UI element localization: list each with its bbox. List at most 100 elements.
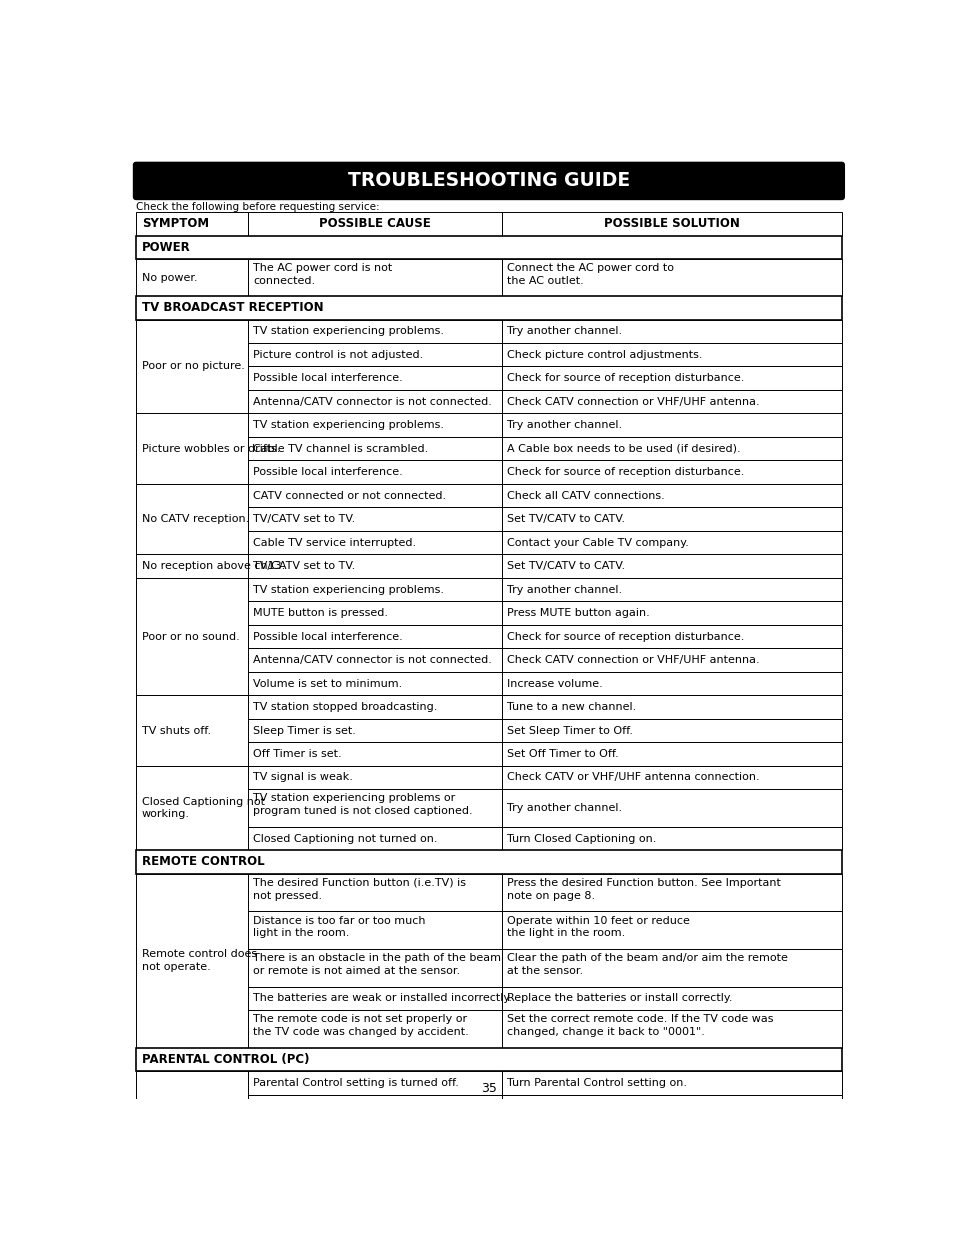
Bar [501, 625, 841, 648]
Bar [501, 648, 841, 672]
Text: TV/CATV set to TV.: TV/CATV set to TV. [253, 561, 355, 571]
Bar [501, 1132, 841, 1156]
Bar [248, 672, 501, 695]
Text: Antenna/CATV connector is not connected.: Antenna/CATV connector is not connected. [253, 655, 492, 666]
Text: TV signal is weak.: TV signal is weak. [253, 772, 353, 783]
Text: A Cable box needs to be used (if desired).: A Cable box needs to be used (if desired… [506, 443, 740, 453]
Bar [501, 531, 841, 555]
Text: Poor or no picture.: Poor or no picture. [142, 362, 244, 372]
Text: MUTE button is pressed.: MUTE button is pressed. [253, 608, 388, 618]
Bar [248, 508, 501, 531]
Bar [501, 1010, 841, 1049]
Text: Press the desired Function button. See Important
note on page 8.: Press the desired Function button. See I… [506, 878, 781, 900]
Bar [248, 987, 501, 1010]
Text: Set Off Timer to Off.: Set Off Timer to Off. [506, 748, 618, 760]
Bar [248, 343, 501, 367]
Bar [501, 695, 841, 719]
Bar [501, 672, 841, 695]
Text: Possible local interference.: Possible local interference. [253, 373, 402, 383]
Text: Contact your Cable TV company.: Contact your Cable TV company. [506, 537, 688, 547]
Bar [136, 555, 248, 578]
Bar [248, 1132, 501, 1156]
Bar [248, 719, 501, 742]
Text: Possible local interference.: Possible local interference. [253, 467, 402, 477]
Bar [501, 873, 841, 911]
Bar [248, 827, 501, 851]
Bar [136, 236, 841, 258]
Text: Ratings not set.: Ratings not set. [253, 1139, 340, 1149]
Bar [501, 461, 841, 484]
Bar [501, 948, 841, 987]
Bar [136, 1049, 841, 1071]
Text: Try another channel.: Try another channel. [506, 326, 621, 336]
Text: TV station experiencing problems.: TV station experiencing problems. [253, 326, 444, 336]
Text: Check CATV or VHF/UHF antenna connection.: Check CATV or VHF/UHF antenna connection… [506, 772, 759, 783]
Text: POSSIBLE SOLUTION: POSSIBLE SOLUTION [603, 217, 739, 231]
Text: Closed Captioning not
working.: Closed Captioning not working. [142, 797, 264, 820]
Text: POSSIBLE CAUSE: POSSIBLE CAUSE [318, 217, 430, 231]
Text: Off Timer is set.: Off Timer is set. [253, 748, 341, 760]
Text: TV station experiencing problems.: TV station experiencing problems. [253, 584, 444, 594]
Text: Picture control is not adjusted.: Picture control is not adjusted. [253, 350, 423, 359]
Text: Parental Control setting is turned off.: Parental Control setting is turned off. [253, 1078, 458, 1088]
Bar [136, 851, 841, 873]
Bar [501, 508, 841, 531]
Text: Cable TV channel is scrambled.: Cable TV channel is scrambled. [253, 443, 428, 453]
Bar [136, 578, 248, 695]
Text: Check for source of reception disturbance.: Check for source of reception disturbanc… [506, 467, 743, 477]
Text: The batteries are weak or installed incorrectly.: The batteries are weak or installed inco… [253, 993, 512, 1004]
Text: Try another channel.: Try another channel. [506, 803, 621, 813]
Text: Check all CATV connections.: Check all CATV connections. [506, 490, 664, 500]
Text: The remote code is not set properly or
the TV code was changed by accident.: The remote code is not set properly or t… [253, 1014, 469, 1037]
Text: Check CATV connection or VHF/UHF antenna.: Check CATV connection or VHF/UHF antenna… [506, 655, 759, 666]
Bar [501, 437, 841, 461]
Bar [501, 414, 841, 437]
Text: Poor or no sound.: Poor or no sound. [142, 631, 239, 641]
Bar [501, 343, 841, 367]
Bar [248, 555, 501, 578]
Bar [248, 531, 501, 555]
Bar [136, 320, 248, 414]
Bar [248, 1094, 501, 1132]
Text: PC protection not
working properly.: PC protection not working properly. [142, 1102, 238, 1125]
Bar [136, 484, 248, 555]
Bar [248, 789, 501, 827]
Text: Check CATV connection or VHF/UHF antenna.: Check CATV connection or VHF/UHF antenna… [506, 396, 759, 406]
Bar [501, 367, 841, 390]
Text: Check picture control adjustments.: Check picture control adjustments. [506, 350, 701, 359]
Bar [501, 578, 841, 601]
Bar [248, 648, 501, 672]
Text: TROUBLESHOOTING GUIDE: TROUBLESHOOTING GUIDE [348, 172, 629, 190]
Text: Press MUTE button again.: Press MUTE button again. [506, 608, 649, 618]
Bar [136, 873, 248, 1049]
Text: No CATV reception.: No CATV reception. [142, 514, 249, 524]
Text: SYMPTOM: SYMPTOM [142, 217, 209, 231]
Bar [248, 437, 501, 461]
Bar [248, 625, 501, 648]
Text: TV station stopped broadcasting.: TV station stopped broadcasting. [253, 701, 437, 713]
Text: Clear the path of the beam and/or aim the remote
at the sensor.: Clear the path of the beam and/or aim th… [506, 953, 787, 976]
FancyBboxPatch shape [132, 162, 844, 200]
Text: TV station experiencing problems.: TV station experiencing problems. [253, 420, 444, 430]
Text: The desired Function button (i.e.TV) is
not pressed.: The desired Function button (i.e.TV) is … [253, 878, 466, 900]
Text: REMOTE CONTROL: REMOTE CONTROL [142, 856, 264, 868]
Text: Check for source of reception disturbance.: Check for source of reception disturbanc… [506, 373, 743, 383]
Bar [501, 789, 841, 827]
Text: No reception above ch13.: No reception above ch13. [142, 561, 285, 571]
Bar [501, 555, 841, 578]
Bar [501, 258, 841, 296]
Bar [501, 320, 841, 343]
Bar [248, 414, 501, 437]
Text: The AC power cord is not
connected.: The AC power cord is not connected. [253, 263, 392, 285]
Bar [136, 1071, 248, 1156]
Text: Check the following before requesting service:: Check the following before requesting se… [136, 203, 379, 212]
Text: Increase volume.: Increase volume. [506, 678, 602, 689]
Bar [501, 827, 841, 851]
Bar [501, 719, 841, 742]
Text: Set TV/CATV to CATV.: Set TV/CATV to CATV. [506, 514, 624, 524]
Text: No power.: No power. [142, 273, 197, 283]
Bar [248, 578, 501, 601]
Bar [136, 258, 248, 296]
Text: Closed Captioning not turned on.: Closed Captioning not turned on. [253, 834, 437, 844]
Bar [248, 1010, 501, 1049]
